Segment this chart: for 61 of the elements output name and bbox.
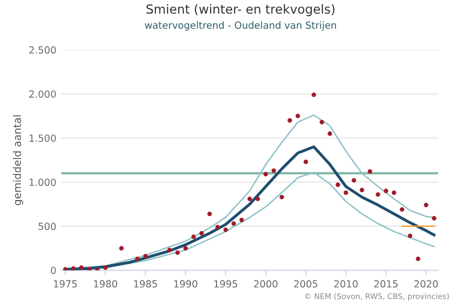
point <box>296 114 300 118</box>
point <box>336 182 340 187</box>
chart-subtitle: watervogeltrend - Oudeland van Strijen <box>144 21 336 31</box>
x-tick-label: 1980 <box>94 280 118 288</box>
point <box>207 212 212 216</box>
y-tick-label: 1.000 <box>30 178 56 186</box>
point <box>288 118 292 123</box>
point <box>263 172 268 176</box>
point <box>247 196 252 202</box>
point <box>328 131 332 136</box>
point <box>143 254 148 258</box>
point <box>119 246 124 250</box>
point <box>215 224 220 230</box>
x-tick-label: 1995 <box>214 280 238 288</box>
point <box>360 188 364 192</box>
y-tick-label: 500 <box>38 222 56 230</box>
point <box>304 160 308 164</box>
point <box>135 256 140 262</box>
point <box>352 178 356 183</box>
y-tick-label: 1.500 <box>30 134 56 142</box>
point <box>280 194 284 200</box>
point <box>71 266 76 270</box>
x-tick-label: 1975 <box>54 280 77 288</box>
point <box>239 218 244 222</box>
point <box>416 256 420 262</box>
point <box>87 267 92 270</box>
point <box>392 190 396 195</box>
point <box>175 250 180 255</box>
x-tick-label: 2010 <box>334 280 358 288</box>
point <box>400 207 404 212</box>
point <box>384 188 388 194</box>
y-tick-label: 2.000 <box>29 90 56 98</box>
point <box>312 92 316 98</box>
x-tick-label: 2005 <box>294 280 318 288</box>
y-tick-label: 0 <box>50 266 56 274</box>
point <box>255 196 260 202</box>
point <box>79 265 84 270</box>
point <box>376 192 380 197</box>
x-tick-label: 2000 <box>254 280 278 288</box>
x-tick-label: 1990 <box>174 280 198 288</box>
point <box>183 246 188 250</box>
point <box>424 202 428 208</box>
point <box>103 265 108 270</box>
point <box>408 234 412 238</box>
point <box>432 216 436 221</box>
point <box>368 169 372 174</box>
point <box>231 221 236 226</box>
point <box>272 168 276 173</box>
point <box>167 248 172 252</box>
point <box>191 234 196 240</box>
x-tick-label: 1985 <box>134 280 157 288</box>
y-tick-label: 2.500 <box>29 46 56 54</box>
point <box>344 190 348 195</box>
x-tick-label: 2020 <box>414 280 438 288</box>
x-tick-label: 2015 <box>374 280 398 288</box>
y-axis-title: gemiddeld aantal <box>12 115 24 206</box>
point <box>320 120 324 124</box>
point <box>223 227 228 232</box>
chart-title: Smient (winter- en trekvogels) <box>146 4 334 16</box>
point <box>199 231 204 236</box>
point <box>63 267 68 270</box>
